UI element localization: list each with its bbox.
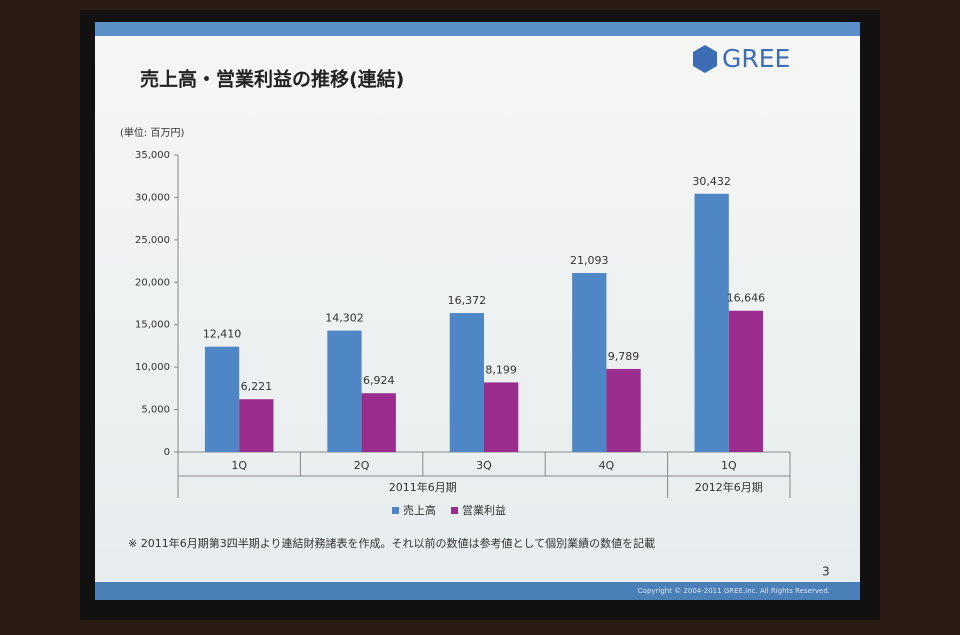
- y-tick-label: 30,000: [135, 192, 170, 203]
- y-tick-label: 0: [164, 447, 170, 458]
- value-label: 6,221: [241, 380, 273, 393]
- value-label: 16,372: [448, 294, 487, 307]
- group-label: 2011年6月期: [389, 480, 457, 494]
- y-tick-label: 35,000: [135, 150, 170, 161]
- y-tick-label: 10,000: [135, 362, 170, 373]
- value-label: 21,093: [570, 254, 609, 267]
- bottom-band: [95, 582, 860, 600]
- value-label: 16,646: [727, 292, 766, 305]
- slide-title: 売上高・営業利益の推移(連結): [140, 68, 404, 91]
- page-number: 3: [822, 565, 830, 579]
- y-axis-label: (単位: 百万円): [120, 126, 184, 139]
- copyright: Copyright © 2004-2011 GREE,Inc. All Righ…: [638, 587, 830, 595]
- x-tick-label: 4Q: [599, 459, 615, 472]
- bar: [606, 368, 641, 452]
- y-tick-label: 15,000: [135, 320, 170, 331]
- bar: [361, 393, 396, 452]
- y-tick-label: 5,000: [141, 405, 170, 416]
- value-label: 14,302: [325, 312, 364, 325]
- y-tick-label: 20,000: [135, 277, 170, 288]
- bar: [484, 382, 519, 452]
- value-label: 9,789: [608, 350, 640, 363]
- legend-swatch: [451, 507, 458, 514]
- bar: [572, 273, 607, 452]
- bar: [204, 346, 240, 452]
- logo: GREE: [722, 44, 790, 73]
- logo-mark: [693, 45, 717, 73]
- x-tick-label: 2Q: [354, 459, 370, 472]
- y-tick-label: 25,000: [135, 235, 170, 246]
- bar: [239, 399, 274, 452]
- legend-swatch: [392, 507, 399, 514]
- legend-label: 売上高: [403, 503, 436, 517]
- bar: [694, 193, 729, 452]
- bar: [449, 313, 484, 452]
- x-tick-label: 3Q: [476, 459, 492, 472]
- value-label: 12,410: [203, 328, 242, 341]
- bar: [327, 330, 362, 452]
- x-tick-label: 1Q: [721, 459, 737, 472]
- value-label: 6,924: [363, 374, 395, 387]
- bar: [728, 310, 764, 452]
- legend-label: 営業利益: [462, 503, 506, 517]
- value-label: 30,432: [692, 175, 731, 188]
- top-band: [95, 22, 860, 36]
- group-label: 2012年6月期: [695, 480, 763, 494]
- x-tick-label: 1Q: [231, 459, 247, 472]
- value-label: 8,199: [485, 363, 517, 376]
- footnote: ※ 2011年6月期第3四半期より連結財務諸表を作成。それ以前の数値は参考値とし…: [128, 536, 655, 550]
